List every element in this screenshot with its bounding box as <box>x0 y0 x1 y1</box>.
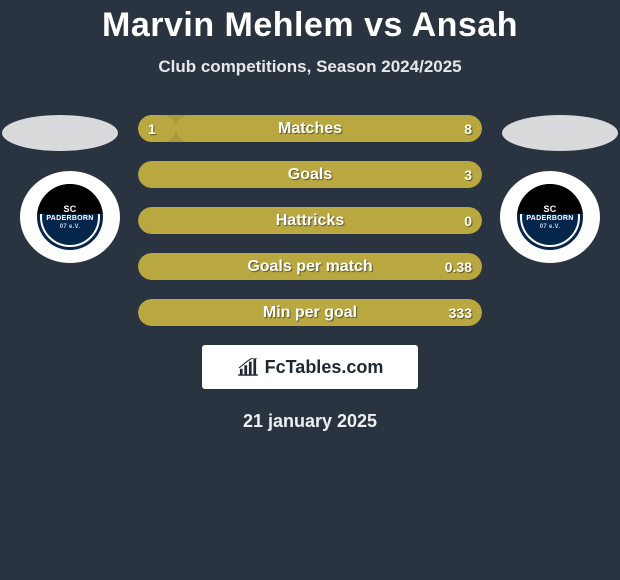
player-photo-placeholder-right <box>502 115 618 151</box>
content-area: SCPADERBORN07 e.V. SCPADERBORN07 e.V. 18… <box>0 115 620 432</box>
brand-text: FcTables.com <box>265 357 384 378</box>
club-logo-right-text: SCPADERBORN07 e.V. <box>526 205 573 230</box>
bar-chart-icon <box>237 358 259 376</box>
club-logo-left-text: SCPADERBORN07 e.V. <box>46 205 93 230</box>
club-badge-right: SCPADERBORN07 e.V. <box>500 171 600 263</box>
stat-label: Goals <box>138 161 482 188</box>
stat-label: Min per goal <box>138 299 482 326</box>
stat-bars: 18Matches 3Goals 0Hattricks 0.38Goals per m… <box>138 115 482 326</box>
club-badge-left: SCPADERBORN07 e.V. <box>20 171 120 263</box>
comparison-infographic: Marvin Mehlem vs Ansah Club competitions… <box>0 0 620 580</box>
stat-label: Hattricks <box>138 207 482 234</box>
club-logo-left: SCPADERBORN07 e.V. <box>37 184 103 250</box>
page-subtitle: Club competitions, Season 2024/2025 <box>0 57 620 77</box>
stat-row: 0.38Goals per match <box>138 253 482 280</box>
brand-box: FcTables.com <box>202 345 418 389</box>
club-logo-right: SCPADERBORN07 e.V. <box>517 184 583 250</box>
stat-row: 3Goals <box>138 161 482 188</box>
stat-row: 333Min per goal <box>138 299 482 326</box>
stat-label: Matches <box>138 115 482 142</box>
stat-row: 18Matches <box>138 115 482 142</box>
player-photo-placeholder-left <box>2 115 118 151</box>
stat-row: 0Hattricks <box>138 207 482 234</box>
date-label: 21 january 2025 <box>0 411 620 432</box>
stat-label: Goals per match <box>138 253 482 280</box>
page-title: Marvin Mehlem vs Ansah <box>0 0 620 45</box>
